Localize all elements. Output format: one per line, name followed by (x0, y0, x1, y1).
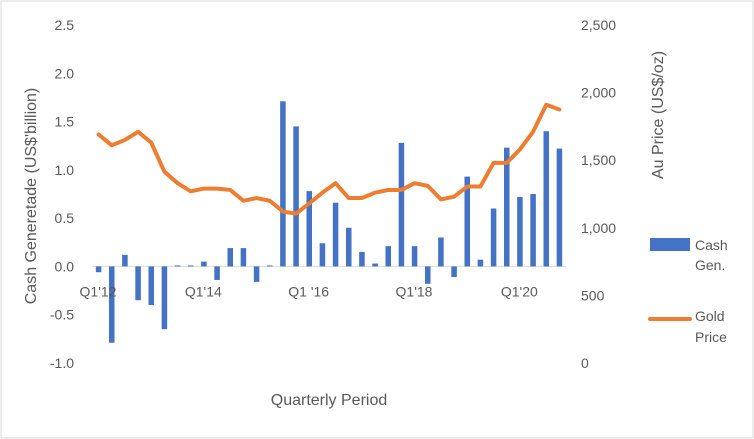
cash-gen-bar (438, 237, 444, 267)
left-tick-label: 2.5 (55, 17, 75, 33)
category-label: Q1'20 (501, 283, 538, 299)
cash-gen-bar (122, 254, 128, 267)
cash-gen-bar (227, 248, 234, 267)
cash-gen-bar (464, 176, 471, 267)
cash-gen-bar (543, 131, 550, 267)
right-tick-label: 2,500 (581, 17, 616, 33)
left-axis-ticks: -1.0 -0.5 0.0 0.5 1.0 1.5 2.0 2.5 (50, 17, 74, 371)
cash-gen-bar (280, 101, 286, 267)
cash-gen-bar (451, 266, 457, 278)
cash-gen-bar (477, 259, 484, 267)
left-tick-label: -1.0 (50, 355, 74, 371)
cash-gen-bar (530, 194, 536, 267)
y2-axis-title: Au Price (US$/oz) (650, 51, 667, 179)
gold-price-line (96, 102, 562, 216)
category-label: Q1'14 (185, 283, 222, 299)
right-tick-label: 0 (581, 355, 589, 371)
category-label: Q1 '16 (288, 283, 329, 299)
left-tick-label: 2.0 (55, 65, 75, 81)
cash-gen-bar (517, 196, 523, 267)
cash-gen-bar (372, 263, 378, 267)
category-label: Q1'12 (80, 283, 117, 299)
legend-cash-label-line1: Cash (695, 237, 728, 253)
cash-gen-bar (214, 266, 220, 280)
cash-gen-bar (359, 251, 365, 267)
cash-gen-bar (174, 265, 181, 267)
cash-gen-bar (293, 126, 299, 267)
cash-gen-bar (345, 227, 352, 267)
right-tick-label: 1,500 (581, 152, 616, 168)
cash-gen-bar (240, 248, 247, 267)
left-tick-label: 0.5 (55, 210, 75, 226)
cash-gen-bar (319, 243, 326, 267)
cash-gen-bar (108, 266, 115, 343)
cash-gen-bars (95, 101, 563, 343)
cash-gen-bar (161, 266, 168, 330)
cash-gen-bar (332, 202, 339, 267)
cash-gen-bar (253, 266, 260, 282)
legend-cash-label-line2: Gen. (695, 257, 725, 273)
legend-gold-label-line2: Price (695, 329, 727, 345)
right-tick-label: 2,000 (581, 85, 616, 101)
cash-gen-bar (411, 246, 418, 267)
cash-gen-bar (135, 266, 141, 301)
cash-gen-bar (398, 142, 405, 267)
x-axis-title: Quarterly Period (271, 392, 388, 409)
cash-gen-bar (385, 246, 392, 267)
category-labels: Q1'12 Q1'14 Q1 '16 Q1'18 Q1'20 (80, 283, 538, 299)
left-tick-label: -0.5 (50, 307, 74, 323)
legend: Cash Gen. Gold Price (648, 237, 728, 345)
category-label: Q1'18 (396, 283, 433, 299)
left-tick-label: 1.0 (55, 162, 75, 178)
cash-gen-bar (95, 266, 102, 273)
right-axis-ticks: 0 500 1,000 1,500 2,000 2,500 (581, 17, 616, 371)
cash-gen-bar (556, 148, 563, 267)
cash-gen-bar (490, 208, 497, 267)
cash-gen-bar (503, 147, 510, 267)
left-tick-label: 0.0 (55, 258, 75, 274)
left-tick-label: 1.5 (55, 114, 75, 130)
cash-gen-bar (201, 261, 207, 267)
legend-cash-swatch (650, 238, 690, 251)
right-tick-label: 1,000 (581, 220, 616, 236)
cash-gen-bar (148, 266, 155, 306)
cash-gen-bar (187, 265, 194, 267)
cash-gen-bar (424, 266, 431, 284)
y-axis-title: Cash Generetade (US$'billion) (23, 88, 40, 305)
cash-gen-bar (266, 265, 273, 267)
cash-gen-bar (306, 191, 313, 267)
right-tick-label: 500 (581, 287, 605, 303)
legend-gold-label-line1: Gold (695, 308, 725, 324)
